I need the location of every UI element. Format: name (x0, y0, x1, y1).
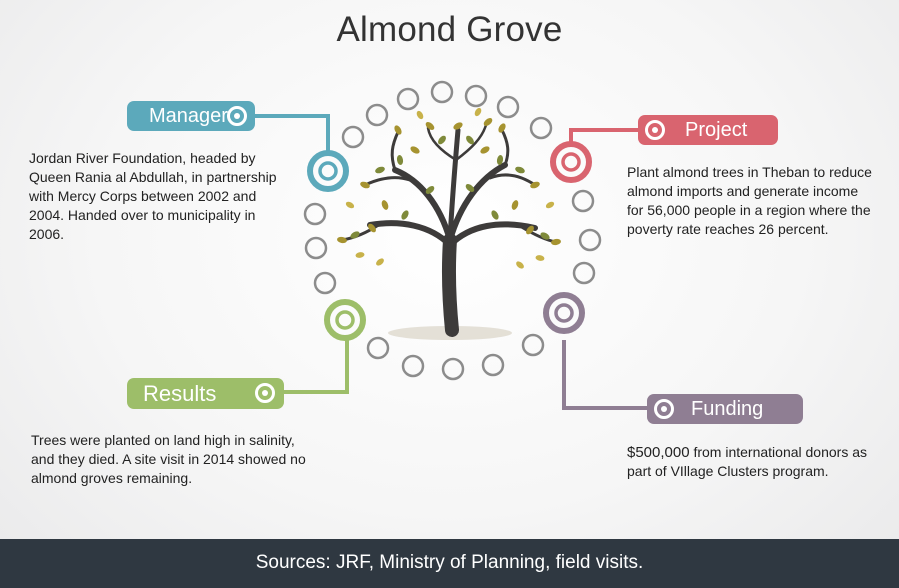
project-target-ring (550, 141, 592, 183)
manager-label: Manager (149, 105, 228, 127)
project-connector (569, 128, 640, 146)
results-connector (283, 340, 349, 394)
results-label-pill: Results (127, 378, 284, 409)
manager-connector (254, 114, 330, 152)
funding-target-ring (543, 292, 585, 334)
page-title: Almond Grove (336, 10, 563, 49)
project-label-pill: Project (638, 115, 778, 145)
results-description: Trees were planted on land high in salin… (31, 432, 306, 486)
funding-label-pill: Funding (647, 394, 803, 424)
results-target-ring (324, 299, 366, 341)
results-label: Results (143, 381, 217, 406)
almond-tree-icon (337, 107, 561, 337)
target-icon (255, 383, 275, 403)
funding-label: Funding (691, 398, 764, 420)
funding-connector (562, 340, 647, 410)
funding-amount: $500,000 (627, 444, 690, 461)
grey-ring-circle (303, 80, 602, 381)
funding-text: from international donors as part of VIl… (627, 444, 868, 479)
project-description: Plant almond trees in Theban to reduce a… (627, 164, 872, 237)
manager-target-ring (307, 150, 349, 192)
target-icon (654, 399, 674, 419)
target-icon (227, 106, 247, 126)
manager-description: Jordan River Foundation, headed by Queen… (29, 150, 277, 242)
funding-description: $500,000 from international donors as pa… (627, 443, 877, 481)
project-label: Project (685, 119, 748, 141)
manager-label-pill: Manager (127, 101, 255, 131)
target-icon (645, 120, 665, 140)
sources-footer: Sources: JRF, Ministry of Planning, fiel… (0, 539, 899, 588)
